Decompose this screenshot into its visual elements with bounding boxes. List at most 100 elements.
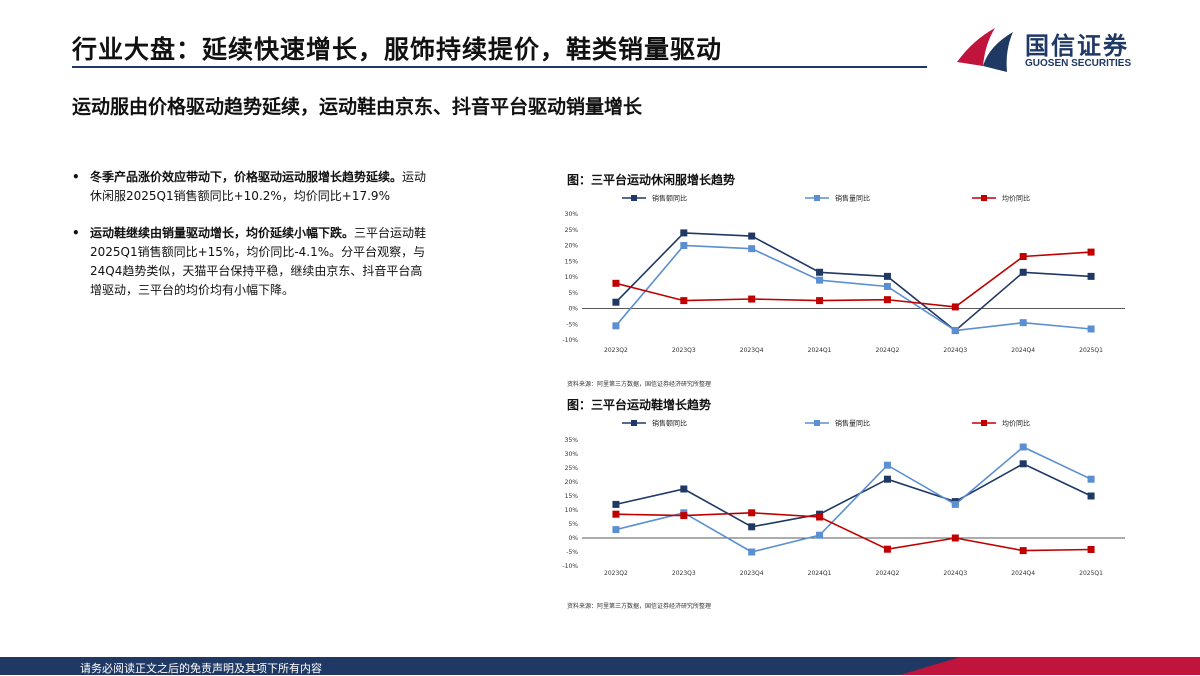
data-point <box>748 548 756 556</box>
data-point <box>680 242 688 249</box>
footer-accent <box>900 657 1200 675</box>
data-point <box>680 229 688 237</box>
data-point <box>748 509 756 517</box>
bullet-dot: • <box>72 170 80 184</box>
legend-label: 均价同比 <box>1002 419 1030 428</box>
legend-marker <box>631 195 637 201</box>
bullet-dot: • <box>72 226 80 240</box>
section-subtitle: 运动服由价格驱动趋势延续，运动鞋由京东、抖音平台驱动销量增长 <box>72 96 643 118</box>
legend-label: 销售量同比 <box>835 419 870 428</box>
apparel-growth-chart: 30% 25% 20% 15% 10% 5% 0% -5% -10% 2023Q2 2023Q3 20… <box>562 194 1125 354</box>
page-title: 行业大盘：延续快速增长，服饰持续提价，鞋类销量驱动 <box>72 35 723 64</box>
series-line <box>615 446 1092 553</box>
data-point <box>680 297 688 305</box>
data-point <box>1087 272 1095 280</box>
data-point <box>883 475 891 483</box>
footwear-growth-chart: 35% 30% 25% 20% 15% 10% 5% 0% -5% -10% 2023Q2 2023Q… <box>562 419 1125 577</box>
series-line <box>615 232 1092 332</box>
series-line <box>615 511 1092 552</box>
y-tick-label: 25% <box>565 227 579 234</box>
data-point <box>1019 268 1027 276</box>
x-tick-label: 2024Q1 <box>808 570 832 577</box>
bullet-item: • 冬季产品涨价效应带动下，价格驱动运动服增长趋势延续。运动休闲服2025Q1销… <box>72 168 432 206</box>
series-line <box>615 251 1092 308</box>
data-point <box>816 276 824 284</box>
y-tick-label: -5% <box>566 321 578 328</box>
data-point <box>816 268 824 276</box>
x-tick-label: 2023Q2 <box>604 347 628 354</box>
brand-logo: 国信证券 GUOSEN SECURITIES <box>955 22 1155 77</box>
x-tick-label: 2024Q3 <box>943 570 967 577</box>
data-point <box>1019 443 1027 451</box>
disclaimer-text: 请务必阅读正文之后的免责声明及其项下所有内容 <box>80 662 322 675</box>
chart-title-footwear: 图：三平台运动鞋增长趋势 <box>567 398 712 412</box>
x-tick-label: 2023Q3 <box>672 570 696 577</box>
bullet-lead: 冬季产品涨价效应带动下，价格驱动运动服增长趋势延续。 <box>90 170 403 184</box>
data-point <box>951 534 959 542</box>
data-point <box>612 510 620 518</box>
data-point <box>1087 475 1095 483</box>
x-tick-label: 2024Q2 <box>876 570 900 577</box>
logo-text-en: GUOSEN SECURITIES <box>1025 58 1132 69</box>
data-point <box>1087 248 1095 256</box>
x-tick-label: 2023Q2 <box>604 570 628 577</box>
chart-source-footwear: 资料来源：阿里第三方数据，国信证券经济研究所整理 <box>567 603 712 610</box>
y-tick-label: 25% <box>565 465 579 472</box>
x-tick-label: 2023Q4 <box>740 570 764 577</box>
bullet-item: • 运动鞋继续由销量驱动增长，均价延续小幅下跌。三平台运动鞋2025Q1销售额同… <box>72 224 432 300</box>
data-point <box>951 500 959 508</box>
y-tick-label: 15% <box>565 258 579 265</box>
legend-marker <box>981 420 987 426</box>
y-tick-label: -5% <box>566 549 578 556</box>
bullet-text: 三平台运动鞋2025Q1销售额同比+15%，均价同比-4.1%。分平台观察，与2… <box>90 226 427 297</box>
series-line <box>615 462 1092 528</box>
y-tick-label: 10% <box>565 507 579 514</box>
x-tick-label: 2024Q3 <box>943 347 967 354</box>
data-point <box>1087 545 1095 553</box>
data-point <box>748 232 756 240</box>
data-point <box>1087 325 1095 333</box>
data-point <box>1019 460 1027 468</box>
x-tick-label: 2024Q4 <box>1011 347 1035 354</box>
y-tick-label: 10% <box>565 274 579 281</box>
legend-marker <box>981 195 987 201</box>
data-point <box>748 523 756 531</box>
data-point <box>612 500 620 508</box>
data-point <box>1019 547 1027 555</box>
y-tick-label: 5% <box>568 521 578 528</box>
bullet-list: • 冬季产品涨价效应带动下，价格驱动运动服增长趋势延续。运动休闲服2025Q1销… <box>72 168 432 318</box>
x-tick-label: 2024Q2 <box>876 347 900 354</box>
legend-label: 均价同比 <box>1002 194 1030 203</box>
data-point <box>816 297 824 305</box>
data-point <box>883 282 891 290</box>
x-tick-label: 2023Q4 <box>740 347 764 354</box>
data-point <box>951 303 959 311</box>
data-point <box>612 279 620 287</box>
y-tick-label: 35% <box>565 437 579 444</box>
bullet-text: 运动休闲服2025Q1销售额同比+10.2%，均价同比+17.9% <box>90 170 427 203</box>
y-tick-label: 15% <box>565 493 579 500</box>
data-point <box>1087 492 1095 500</box>
y-tick-label: -10% <box>562 337 578 344</box>
series-line <box>615 244 1092 332</box>
legend-marker <box>814 195 820 201</box>
y-tick-label: 20% <box>565 243 579 250</box>
legend-label: 销售额同比 <box>652 194 687 203</box>
chart-source-apparel: 资料来源：阿里第三方数据，国信证券经济研究所整理 <box>567 381 712 388</box>
data-point <box>612 298 620 306</box>
chart-title-apparel: 图：三平台运动休闲服增长趋势 <box>567 173 736 187</box>
y-tick-label: 0% <box>568 306 578 313</box>
x-tick-label: 2024Q1 <box>808 347 832 354</box>
legend-label: 销售额同比 <box>652 419 687 428</box>
footer-bar: 请务必阅读正文之后的免责声明及其项下所有内容 <box>0 657 1200 675</box>
y-tick-label: 20% <box>565 479 579 486</box>
x-tick-label: 2025Q1 <box>1079 347 1103 354</box>
data-point <box>1019 253 1027 261</box>
data-point <box>816 531 824 539</box>
y-tick-label: 0% <box>568 535 578 542</box>
data-point <box>883 272 891 280</box>
data-point <box>680 512 688 520</box>
data-point <box>883 461 891 469</box>
x-tick-label: 2023Q3 <box>672 347 696 354</box>
y-tick-label: 30% <box>565 451 579 458</box>
